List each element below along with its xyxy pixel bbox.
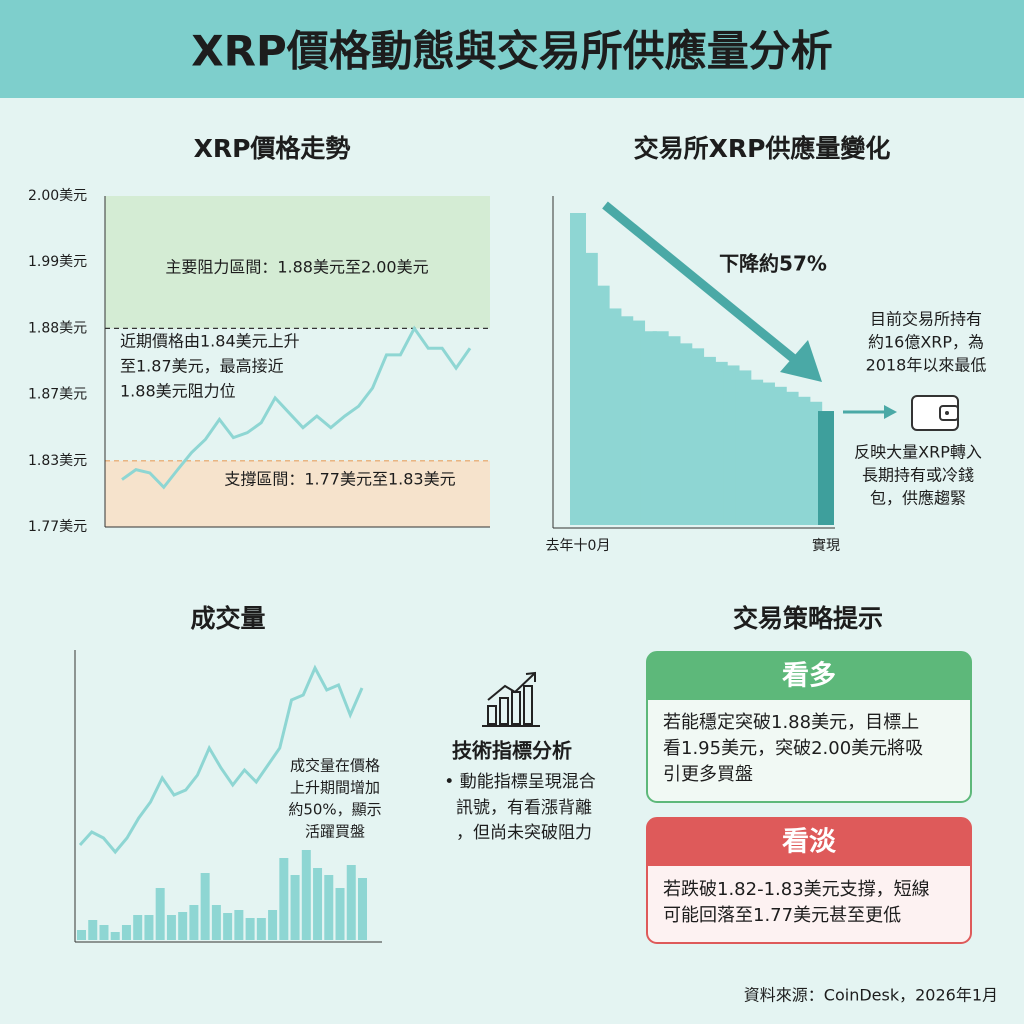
y-tick-label: 1.88美元 [28,320,87,336]
strategy-title: 交易策略提示 [733,604,883,633]
note: 約16億XRP，為 [868,333,984,352]
annotation: 約50%，顯示 [288,801,381,819]
annotation: 成交量在價格 [290,757,380,775]
trend-arrow-head [780,340,822,382]
volume-bar [290,875,300,940]
volume-bar [245,918,255,940]
bearish-text: 可能回落至1.77美元甚至更低 [663,905,901,926]
note: 包，供應趨緊 [870,489,966,508]
zone-label: 支撐區間：1.77美元至1.83美元 [224,470,455,489]
volume-bar [200,873,210,940]
indicator-text: • 動能指標呈現混合 [444,772,595,792]
bearish-text: 若跌破1.82-1.83美元支撐，短線 [663,879,930,900]
volume-bar [223,913,233,940]
volume-bar [178,912,188,940]
y-tick-label: 1.99美元 [28,254,87,270]
zone [105,460,490,527]
price-line [121,325,472,490]
volume-bar [313,868,323,940]
volume-bar [88,920,98,940]
bullish-header [647,652,971,700]
volume-bar [144,915,154,940]
y-tick-label: 1.87美元 [28,387,87,403]
chart-title: XRP價格走勢 [194,134,351,163]
volume-bar [166,915,176,940]
bullish-text: 若能穩定突破1.88美元，目標上 [663,712,919,733]
bearish-header [647,818,971,866]
note-arrow-head [884,405,897,419]
volume-bar [133,915,143,940]
volume-bar [234,910,244,940]
volume-bar [268,910,278,940]
bearish-label: 看淡 [782,827,837,858]
indicator-text: 訊號，有看漲背離 [456,798,592,818]
page-title: XRP價格動態與交易所供應量分析 [191,27,833,76]
note: 2018年以來最低 [866,356,987,375]
volume-bar [211,905,221,940]
source: 資料來源：CoinDesk，2026年1月 [744,986,998,1005]
y-tick-label: 2.00美元 [28,188,87,204]
indicator-title: 技術指標分析 [452,739,572,763]
annotation: 1.88美元阻力位 [120,382,236,401]
volume-bar [346,865,356,940]
annotation: 至1.87美元，最高接近 [120,357,284,376]
chart-title: 交易所XRP供應量變化 [634,134,891,163]
volume-bar [335,888,345,940]
note: 長期持有或冷錢 [862,466,974,485]
volume-bar [358,878,367,940]
zone-label: 主要阻力區間：1.88美元至2.00美元 [165,258,428,277]
annotation: 近期價格由1.84美元上升 [120,332,300,351]
bar [818,411,834,525]
title-band [0,0,1024,98]
y-tick-label: 1.77美元 [28,519,87,535]
annotation: 上升期間增加 [290,779,380,797]
volume-bar [110,932,120,940]
bullish-label: 看多 [782,661,836,692]
x-tick-label: 去年十0月 [546,538,611,554]
volume-bar [301,850,311,940]
annotation: 活躍買盤 [305,823,365,841]
indicator-text: ，但尚未突破阻力 [456,823,592,843]
volume-bar [77,930,86,940]
zone [105,196,490,329]
volume-bar [189,905,199,940]
x-tick-label: 實現 [812,537,840,554]
wallet-icon [911,395,959,431]
indicator-icon [482,671,540,727]
note: 反映大量XRP轉入 [854,443,982,462]
annotation: 下降約57% [719,252,827,276]
volume-bar [324,875,334,940]
volume-line [78,664,364,855]
bullish-text: 引更多買盤 [663,764,753,785]
volume-bar [121,925,131,940]
chart-title: 成交量 [190,604,265,633]
trend-arrow [602,201,808,372]
volume-bar [155,888,165,940]
y-tick-label: 1.83美元 [28,453,87,469]
note: 目前交易所持有 [870,310,982,329]
volume-bar [279,858,289,940]
volume-bar [256,918,266,940]
volume-bar [99,925,109,940]
bullish-text: 看1.95美元，突破2.00美元將吸 [663,738,923,759]
